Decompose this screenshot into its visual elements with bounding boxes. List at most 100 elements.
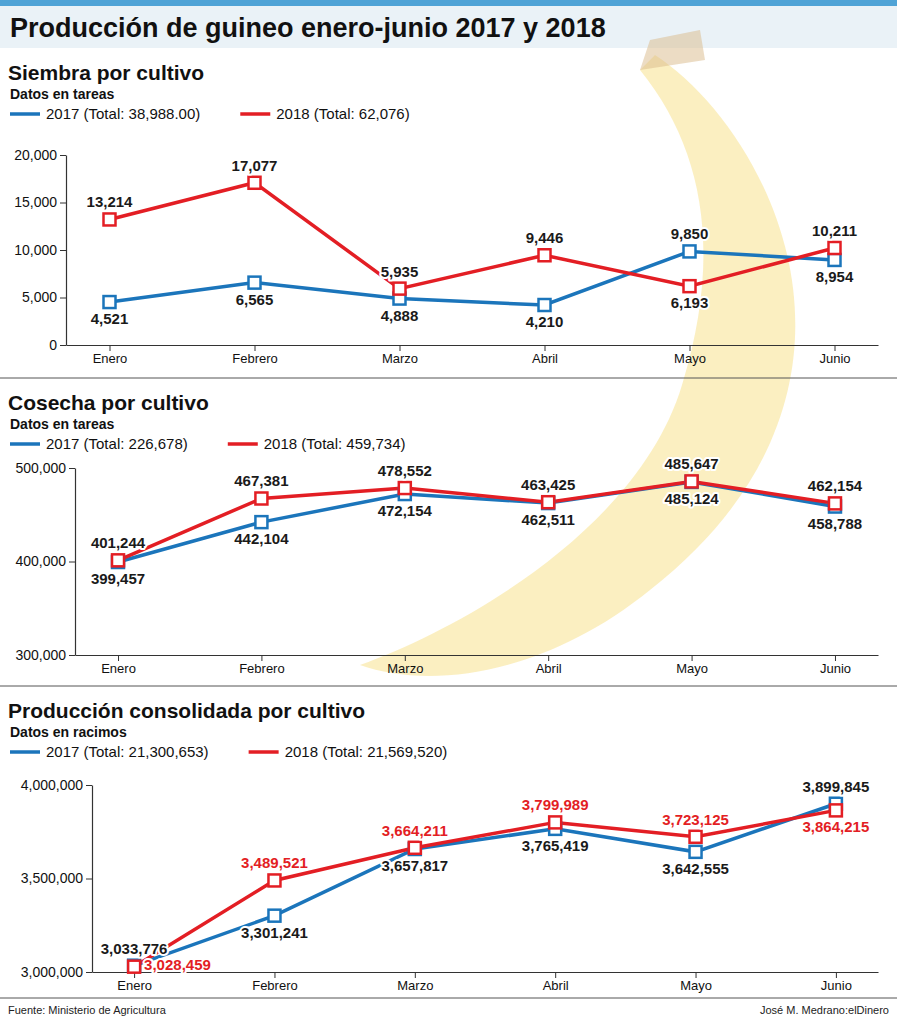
legend-label: 2017 (Total: 226,678) [46,435,188,452]
plot-marks [128,798,842,973]
panel: Siembra por cultivoDatos en tareas2017 (… [8,61,879,366]
x-tick: Febrero [232,345,278,366]
x-tick: Junio [821,972,852,993]
x-tick-mark [274,972,275,978]
y-tick-label: 15,000 [14,194,57,210]
data-label: 4,521 [91,310,129,327]
x-tick-label: Mayo [680,978,712,993]
point-marker [249,277,261,289]
credit: José M. Medrano:elDinero [760,1004,889,1016]
data-label: 472,154 [378,502,433,519]
x-tick-mark [836,972,837,978]
x-tick: Abril [543,972,569,993]
banana-decoration [360,55,795,676]
panel-title: Siembra por cultivo [8,61,204,84]
data-label: 6,193 [671,294,709,311]
y-tick-mark [69,655,75,656]
y-axis-line [92,786,93,973]
x-tick-mark [692,655,693,661]
series-line [134,810,836,966]
x-tick-mark [110,345,111,351]
y-tick: 3,500,000 [21,870,92,886]
x-tick-mark [400,345,401,351]
y-tick: 300,000 [15,647,75,663]
x-tick-mark [835,655,836,661]
x-tick-label: Marzo [397,978,433,993]
separator [0,378,897,379]
x-tick-label: Marzo [387,661,423,676]
point-marker [128,961,140,973]
x-tick: Marzo [382,345,418,366]
point-marker [104,296,116,308]
data-label: 6,565 [236,291,274,308]
x-tick-mark [405,655,406,661]
x-tick-mark [415,972,416,978]
panel: Producción consolidada por cultivoDatos … [8,699,879,993]
y-tick-mark [60,298,66,299]
y-tick-mark [86,785,92,786]
point-marker [690,831,702,843]
series-line [118,482,835,562]
panel-subtitle: Datos en racimos [10,724,127,740]
data-label: 442,104 [234,530,289,547]
y-axis-line [66,156,67,346]
point-marker [684,280,696,292]
x-tick: Mayo [676,655,708,676]
x-tick-label: Febrero [252,978,298,993]
x-tick-mark [255,345,256,351]
y-tick-label: 5,000 [22,289,57,305]
point-marker [829,497,841,509]
panel-subtitle: Datos en tareas [10,416,114,432]
y-tick-label: 10,000 [14,242,57,258]
x-tick-label: Enero [93,351,128,366]
x-tick-label: Mayo [676,661,708,676]
point-marker [255,492,267,504]
x-axis-line [67,345,879,346]
x-tick-label: Febrero [239,661,285,676]
data-label: 3,864,215 [803,818,870,835]
x-tick-label: Febrero [232,351,278,366]
point-marker [829,242,841,254]
point-marker [128,960,140,972]
x-axis-line [76,655,879,656]
data-label: 463,425 [521,476,575,493]
data-label: 3,657,817 [381,857,448,874]
panel-subtitle: Datos en tareas [10,86,114,102]
y-tick: 3,000,000 [21,964,92,980]
data-label: 485,124 [664,490,719,507]
legend-swatch [10,112,40,116]
data-label: 10,211 [812,222,857,239]
main-title: Producción de guineo enero-junio 2017 y … [10,13,606,43]
point-marker [394,283,406,295]
series-line [110,183,835,289]
legend-swatch [10,750,40,754]
data-label: 5,935 [381,263,419,280]
x-tick: Enero [93,345,128,366]
legend-swatch [249,750,279,754]
x-tick-mark [118,655,119,661]
x-axis: EneroFebreroMarzoAbrilMayoJunio [67,345,879,366]
data-label: 3,765,419 [522,837,589,854]
x-tick-label: Mayo [674,351,706,366]
y-axis: 05,00010,00015,00020,000 [14,147,66,353]
y-tick-label: 3,000,000 [21,964,83,980]
x-tick-label: Junio [820,661,851,676]
y-tick: 400,000 [15,553,75,569]
data-label: 3,723,125 [662,811,729,828]
y-axis-line [75,469,76,656]
y-tick-mark [69,562,75,563]
y-axis: 300,000400,000500,000 [15,460,75,663]
point-marker [268,874,280,886]
x-tick-mark [545,345,546,351]
point-marker [112,554,124,566]
plot-marks [112,475,841,568]
legend-swatch [240,112,270,116]
data-label: 3,799,989 [522,796,589,813]
series-line [134,804,836,966]
data-labels: 399,457442,104472,154462,511485,124458,7… [91,455,863,587]
point-marker [539,249,551,261]
x-tick: Marzo [397,972,433,993]
x-tick: Enero [117,972,152,993]
data-label: 3,899,845 [803,778,870,795]
x-tick: Abril [532,345,558,366]
